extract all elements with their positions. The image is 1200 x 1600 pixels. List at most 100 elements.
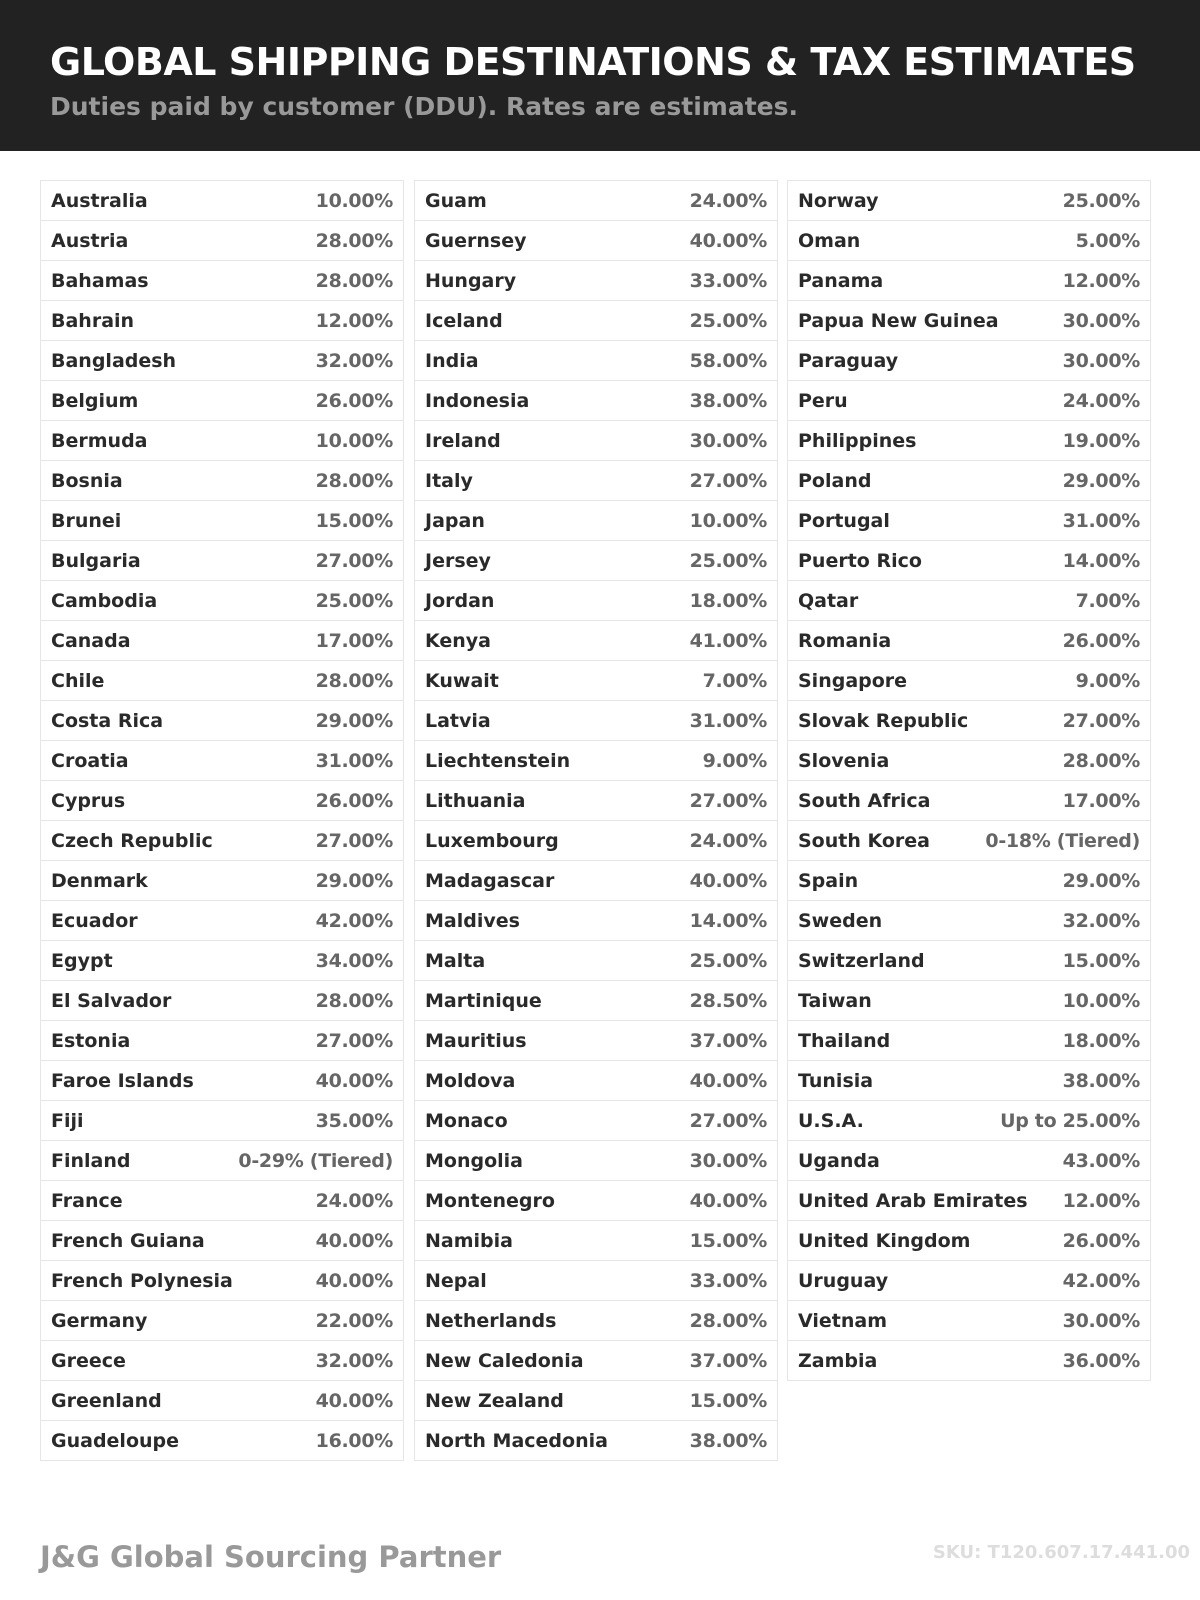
table-row: Nepal 33.00%: [415, 1261, 777, 1301]
tax-rate: 24.00%: [689, 829, 768, 852]
country-name: Italy: [425, 469, 473, 492]
table-row: Slovak Republic 27.00%: [788, 701, 1150, 741]
country-name: Oman: [798, 229, 861, 252]
tax-rate: 10.00%: [315, 429, 394, 452]
country-name: Guam: [425, 189, 487, 212]
tax-rate: 24.00%: [315, 1189, 394, 1212]
table-row: Panama 12.00%: [788, 261, 1150, 301]
table-row: United Kingdom 26.00%: [788, 1221, 1150, 1261]
country-name: Peru: [798, 389, 848, 412]
table-row: Cambodia 25.00%: [41, 581, 403, 621]
table-row: Tunisia 38.00%: [788, 1061, 1150, 1101]
table-row: Iceland 25.00%: [415, 301, 777, 341]
rates-table-column-1: Australia 10.00% Austria 28.00% Bahamas 28.00…: [40, 180, 404, 1461]
tax-rate: 32.00%: [315, 1349, 394, 1372]
tax-rate: 25.00%: [689, 309, 768, 332]
country-name: New Zealand: [425, 1389, 564, 1412]
country-name: Costa Rica: [51, 709, 164, 732]
country-name: United Kingdom: [798, 1229, 971, 1252]
table-row: Poland 29.00%: [788, 461, 1150, 501]
table-row: Qatar 7.00%: [788, 581, 1150, 621]
table-row: Lithuania 27.00%: [415, 781, 777, 821]
table-row: Peru 24.00%: [788, 381, 1150, 421]
table-row: Czech Republic 27.00%: [41, 821, 403, 861]
tax-rate: 42.00%: [315, 909, 394, 932]
country-name: Liechtenstein: [425, 749, 571, 772]
table-row: Finland 0-29% (Tiered): [41, 1141, 403, 1181]
tax-rate: 26.00%: [1062, 629, 1141, 652]
table-row: Taiwan 10.00%: [788, 981, 1150, 1021]
table-row: Germany 22.00%: [41, 1301, 403, 1341]
country-name: Bangladesh: [51, 349, 177, 372]
table-row: Kuwait 7.00%: [415, 661, 777, 701]
table-row: Mauritius 37.00%: [415, 1021, 777, 1061]
table-row: Spain 29.00%: [788, 861, 1150, 901]
tax-rate: 25.00%: [689, 949, 768, 972]
table-row: U.S.A. Up to 25.00%: [788, 1101, 1150, 1141]
table-row: Bangladesh 32.00%: [41, 341, 403, 381]
table-row: Romania 26.00%: [788, 621, 1150, 661]
country-name: South Korea: [798, 829, 931, 852]
table-row: El Salvador 28.00%: [41, 981, 403, 1021]
country-name: Austria: [51, 229, 129, 252]
tax-rate: 25.00%: [689, 549, 768, 572]
table-row: India 58.00%: [415, 341, 777, 381]
country-name: Papua New Guinea: [798, 309, 999, 332]
table-row: Ecuador 42.00%: [41, 901, 403, 941]
tax-rate: 30.00%: [689, 1149, 768, 1172]
country-name: Luxembourg: [425, 829, 559, 852]
table-row: Jersey 25.00%: [415, 541, 777, 581]
table-row: United Arab Emirates 12.00%: [788, 1181, 1150, 1221]
table-row: Fiji 35.00%: [41, 1101, 403, 1141]
tax-rate: 27.00%: [315, 549, 394, 572]
country-name: Egypt: [51, 949, 113, 972]
table-row: Bosnia 28.00%: [41, 461, 403, 501]
country-name: Fiji: [51, 1109, 84, 1132]
tax-rate: 19.00%: [1062, 429, 1141, 452]
country-name: Spain: [798, 869, 859, 892]
tax-rate: 26.00%: [315, 789, 394, 812]
tax-rate: 37.00%: [689, 1029, 768, 1052]
table-row: Martinique 28.50%: [415, 981, 777, 1021]
country-name: New Caledonia: [425, 1349, 584, 1372]
tax-rate: 14.00%: [689, 909, 768, 932]
table-row: Oman 5.00%: [788, 221, 1150, 261]
country-name: Panama: [798, 269, 884, 292]
country-name: Paraguay: [798, 349, 899, 372]
tax-rate: 37.00%: [689, 1349, 768, 1372]
tax-rate: 5.00%: [1075, 229, 1141, 252]
table-row: Guernsey 40.00%: [415, 221, 777, 261]
country-name: Kenya: [425, 629, 492, 652]
country-name: Cambodia: [51, 589, 158, 612]
table-row: Bulgaria 27.00%: [41, 541, 403, 581]
country-name: Croatia: [51, 749, 129, 772]
tax-rate: 28.00%: [315, 989, 394, 1012]
tax-rate: 17.00%: [1062, 789, 1141, 812]
table-row: Jordan 18.00%: [415, 581, 777, 621]
table-row: Liechtenstein 9.00%: [415, 741, 777, 781]
country-name: Mongolia: [425, 1149, 523, 1172]
page-subtitle: Duties paid by customer (DDU). Rates are…: [50, 92, 798, 121]
country-name: Uganda: [798, 1149, 880, 1172]
brand-name: J&G Global Sourcing Partner: [40, 1540, 502, 1574]
tax-rate: 26.00%: [315, 389, 394, 412]
table-row: Maldives 14.00%: [415, 901, 777, 941]
table-row: Croatia 31.00%: [41, 741, 403, 781]
country-name: Hungary: [425, 269, 517, 292]
tax-rate: 34.00%: [315, 949, 394, 972]
table-row: Belgium 26.00%: [41, 381, 403, 421]
tax-rate: 28.00%: [1062, 749, 1141, 772]
country-name: Iceland: [425, 309, 503, 332]
country-name: Uruguay: [798, 1269, 889, 1292]
tax-rate: 30.00%: [1062, 349, 1141, 372]
tax-rate: 0-18% (Tiered): [985, 829, 1140, 852]
country-name: Chile: [51, 669, 105, 692]
country-name: Greece: [51, 1349, 126, 1372]
table-row: Bahrain 12.00%: [41, 301, 403, 341]
rates-table-column-2: Guam 24.00% Guernsey 40.00% Hungary 33.00% Ice…: [414, 180, 778, 1461]
tax-rate: 12.00%: [315, 309, 394, 332]
table-row: Netherlands 28.00%: [415, 1301, 777, 1341]
country-name: Namibia: [425, 1229, 513, 1252]
table-row: Brunei 15.00%: [41, 501, 403, 541]
country-name: Malta: [425, 949, 486, 972]
